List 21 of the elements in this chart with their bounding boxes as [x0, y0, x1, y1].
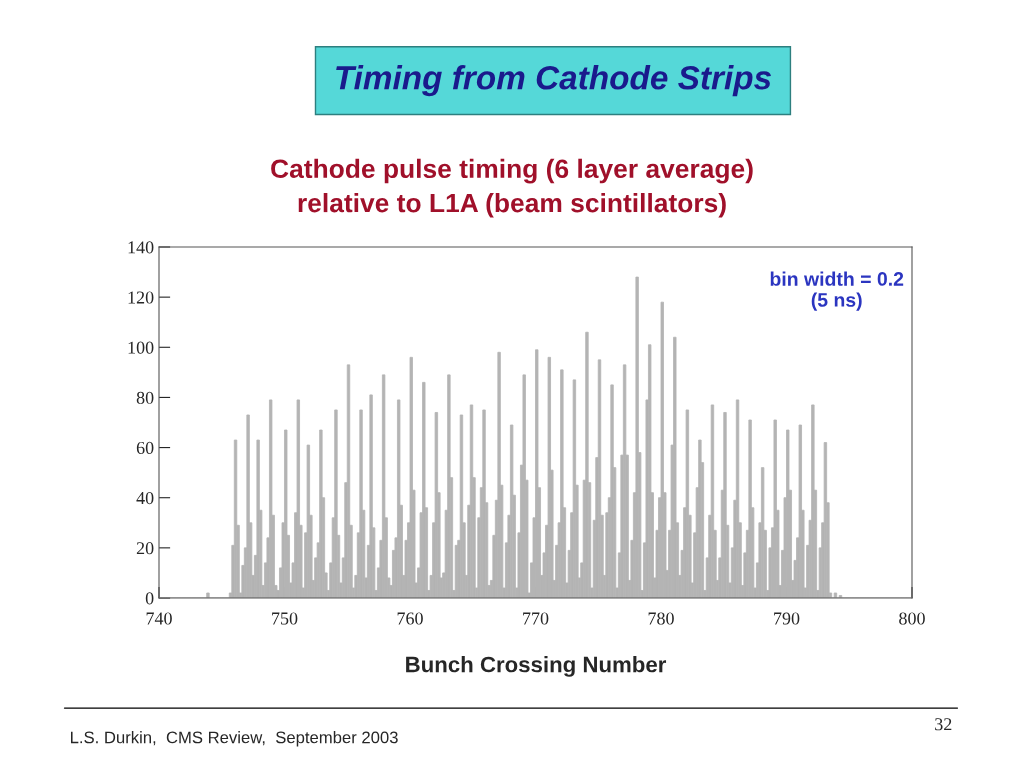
y-tick-label: 40: [136, 491, 154, 505]
x-tick-label: 760: [397, 612, 423, 625]
annotation: bin width = 0.2 (5 ns): [770, 271, 904, 311]
y-tick-label: 100: [128, 341, 154, 354]
y-tick-label: 0: [145, 592, 154, 605]
x-tick-label: 740: [146, 612, 172, 625]
x-tick-label: 780: [648, 612, 674, 625]
y-tick-label: 20: [136, 542, 154, 555]
x-tick-label: 790: [774, 612, 800, 625]
y-tick-label: 120: [128, 291, 154, 304]
y-tick-label: 80: [136, 391, 154, 404]
y-tick-label: 140: [128, 241, 154, 254]
x-tick-label: 750: [272, 612, 298, 625]
chart-subtitle: Cathode pulse timing (6 layer average) relative to L1A (beam scintillators): [271, 158, 753, 218]
text: 32: [935, 718, 952, 731]
chart-title: Timing from Cathode Strips: [336, 65, 771, 97]
x-tick-label: 770: [523, 612, 549, 625]
text: L.S. Durkin, CMS Review, September 2003: [71, 731, 398, 747]
x-tick-label: 800: [899, 612, 925, 625]
x-axis-title: Bunch Crossing Number: [406, 656, 667, 677]
y-tick-label: 60: [136, 441, 154, 455]
